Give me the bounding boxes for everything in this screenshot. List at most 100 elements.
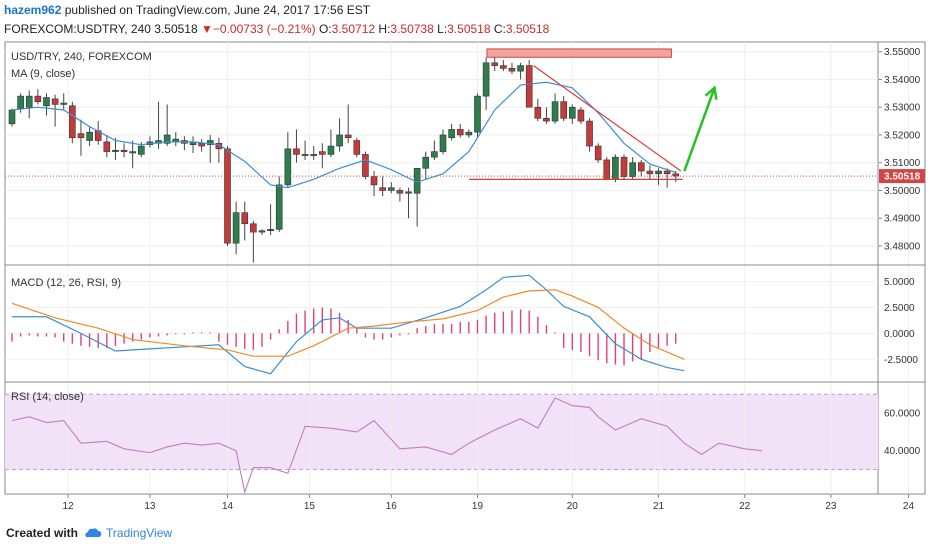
high-value: 3.50738 bbox=[390, 22, 434, 36]
last-price-tag bbox=[879, 169, 925, 184]
candle bbox=[594, 143, 602, 163]
candle-body bbox=[353, 140, 361, 155]
candle-body bbox=[396, 190, 404, 194]
macd-line bbox=[12, 274, 685, 375]
candle-body bbox=[60, 102, 68, 105]
candle-body bbox=[448, 129, 455, 139]
candle bbox=[129, 140, 136, 169]
candle bbox=[25, 90, 33, 119]
price-tick-label: 3.48000 bbox=[884, 241, 921, 252]
price-tick-label: 3.55000 bbox=[884, 47, 921, 58]
chart-frame bbox=[4, 41, 926, 495]
macd-tick-label: 0.0000 bbox=[884, 329, 915, 340]
author-name[interactable]: hazem962 bbox=[4, 3, 62, 17]
candle bbox=[362, 151, 369, 180]
candle-body bbox=[551, 101, 559, 122]
candle bbox=[241, 201, 249, 241]
candle bbox=[60, 93, 68, 110]
candle bbox=[500, 60, 507, 72]
candle bbox=[319, 143, 326, 169]
candle-body bbox=[163, 134, 171, 144]
candle bbox=[155, 101, 162, 149]
candle bbox=[387, 182, 395, 194]
low-label: L: bbox=[437, 22, 448, 36]
candle-body bbox=[517, 65, 524, 72]
macd-tick-label: 5.0000 bbox=[884, 277, 915, 288]
open-value: 3.50712 bbox=[331, 22, 376, 36]
macd-tick-label: -2.5000 bbox=[884, 355, 918, 366]
candle bbox=[534, 98, 542, 122]
descending-trendline bbox=[533, 65, 682, 172]
candle-body bbox=[491, 62, 499, 66]
tradingview-logo[interactable]: TradingView bbox=[84, 526, 172, 540]
candle bbox=[344, 104, 352, 144]
candle bbox=[146, 136, 154, 148]
rsi-band bbox=[5, 394, 878, 470]
candle-body bbox=[655, 170, 662, 175]
candle-body bbox=[301, 154, 309, 156]
candle bbox=[206, 134, 214, 163]
candle-body bbox=[232, 212, 240, 244]
candle-body bbox=[198, 142, 205, 147]
candle bbox=[612, 154, 619, 183]
close-label: C: bbox=[493, 22, 506, 36]
chart-canvas[interactable]: 121314151619202122232425263.550003.54000… bbox=[0, 0, 932, 520]
candle bbox=[637, 159, 645, 177]
candle bbox=[336, 118, 343, 152]
candle bbox=[34, 89, 42, 105]
candle bbox=[663, 168, 671, 188]
candle-body bbox=[439, 134, 447, 152]
candle-body bbox=[422, 156, 430, 169]
candle bbox=[543, 107, 550, 124]
candle bbox=[51, 94, 59, 127]
publish-info: hazem962 published on TradingView.com, J… bbox=[4, 3, 370, 17]
candle bbox=[405, 187, 412, 219]
candle-body bbox=[138, 145, 145, 155]
candle-body bbox=[508, 68, 516, 72]
candle bbox=[112, 137, 119, 160]
x-tick-label: 15 bbox=[304, 501, 316, 512]
rsi-tick-label: 60.0000 bbox=[884, 409, 921, 420]
candle-body bbox=[465, 131, 473, 136]
candle bbox=[465, 129, 473, 138]
tradingview-cloud-icon bbox=[85, 528, 102, 537]
candle bbox=[353, 137, 361, 158]
candle bbox=[189, 136, 197, 153]
candle-body bbox=[663, 170, 671, 175]
candle-body bbox=[577, 109, 585, 122]
candle-body bbox=[500, 65, 507, 69]
change-down-icon: ▼ bbox=[201, 22, 213, 36]
ma-indicator-label: MA (9, close) bbox=[11, 68, 75, 80]
candle-body bbox=[319, 151, 326, 155]
candle bbox=[672, 171, 680, 183]
macd-pane-title: MACD (12, 26, RSI, 9) bbox=[11, 277, 121, 289]
candle bbox=[646, 165, 654, 180]
symbol-interval: FOREXCOM:USDTRY, 240 bbox=[4, 22, 151, 36]
candle-body bbox=[86, 131, 93, 141]
candle-body bbox=[456, 129, 464, 136]
rsi-line bbox=[11, 397, 762, 495]
candle-body bbox=[568, 106, 576, 119]
candle bbox=[560, 96, 567, 122]
candle bbox=[620, 154, 628, 180]
open-label: O: bbox=[319, 22, 332, 36]
candle-body bbox=[405, 191, 412, 194]
candle bbox=[370, 171, 378, 197]
candle-body bbox=[103, 141, 111, 152]
candle-body bbox=[672, 173, 680, 177]
price-pane-title: USD/TRY, 240, FOREXCOM bbox=[11, 51, 152, 63]
price-tick-label: 3.51000 bbox=[884, 158, 921, 169]
candle bbox=[8, 108, 16, 127]
x-tick-label: 23 bbox=[825, 501, 837, 512]
last-price-label: 3.50518 bbox=[884, 172, 921, 183]
candle-body bbox=[34, 95, 42, 102]
low-value: 3.50518 bbox=[447, 22, 491, 36]
candle bbox=[267, 204, 274, 235]
candle bbox=[456, 123, 464, 138]
candle bbox=[396, 187, 404, 202]
created-with-text: Created with bbox=[6, 526, 79, 540]
candle bbox=[508, 62, 516, 74]
candle-body bbox=[327, 145, 335, 155]
candle bbox=[474, 93, 481, 138]
candle bbox=[275, 176, 283, 233]
